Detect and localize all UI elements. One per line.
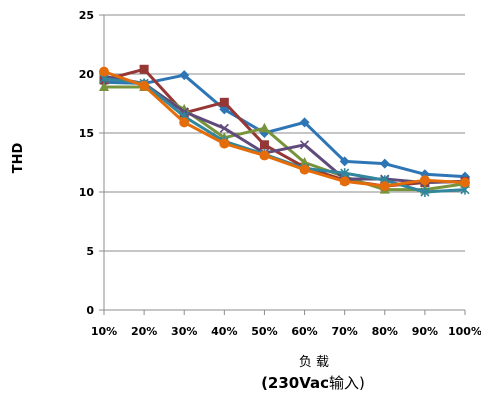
y-tick-label: 5 [86,245,94,258]
x-axis-subtitle-suffix: 输入) [329,374,365,392]
series-line [103,77,466,194]
data-point-circle [419,175,430,186]
data-point-circle [339,176,350,187]
data-point-circle [299,164,310,175]
x-tick-label: 60% [291,325,317,338]
y-tick-label: 0 [86,304,94,317]
x-tick-label: 10% [91,325,117,338]
data-point-square [219,97,229,107]
data-point-diamond [339,156,350,167]
series-group [99,64,470,197]
x-tick-label: 20% [131,325,157,338]
y-axis-title: THD [11,143,26,174]
x-tick-label: 90% [412,325,438,338]
series-6 [99,66,470,192]
data-point-circle [99,66,109,77]
x-axis-subtitle: (230Vac输入) [261,374,365,392]
data-point-triangle [99,81,109,91]
data-point-x [219,123,229,133]
series-line [103,70,466,188]
y-tick-label: 15 [79,127,94,140]
data-point-triangle [299,157,310,167]
series-line [103,74,466,185]
data-point-diamond [179,70,190,81]
data-point-square [259,140,269,150]
data-point-circle [179,117,190,128]
series-1 [99,70,470,182]
y-tick-label: 10 [79,186,95,199]
x-axis-subtitle-prefix: (230Vac [261,374,329,392]
x-tick-label: 80% [372,325,398,338]
data-point-star [420,187,430,197]
series-4 [99,71,470,188]
data-point-circle [259,150,270,161]
data-point-circle [379,181,390,192]
x-tick-label: 100% [448,325,481,338]
data-point-circle [139,80,150,91]
data-point-triangle [259,122,270,133]
series-3 [99,81,470,194]
y-tick-label: 25 [79,9,94,22]
data-point-circle [460,177,470,188]
x-tick-label: 30% [171,325,197,338]
series-5 [99,73,470,197]
data-point-diamond [299,117,310,128]
x-axis-title: 负 载 [299,355,329,370]
series-line [103,73,466,179]
x-tick-label: 50% [251,325,277,338]
data-point-diamond [379,158,390,169]
axes [99,14,466,315]
data-point-circle [219,138,230,149]
x-tick-label: 70% [331,325,357,338]
data-point-x [299,140,310,150]
x-tick-label: 40% [211,325,237,338]
data-point-square [139,64,149,74]
tick-labels: 0 5 10 15 20 25 10% 20% 30% 40% 50% 60% 70% 80% 90% 100… [79,9,481,338]
series-line [104,85,466,192]
y-tick-label: 20 [79,68,95,81]
gridlines [104,14,465,252]
